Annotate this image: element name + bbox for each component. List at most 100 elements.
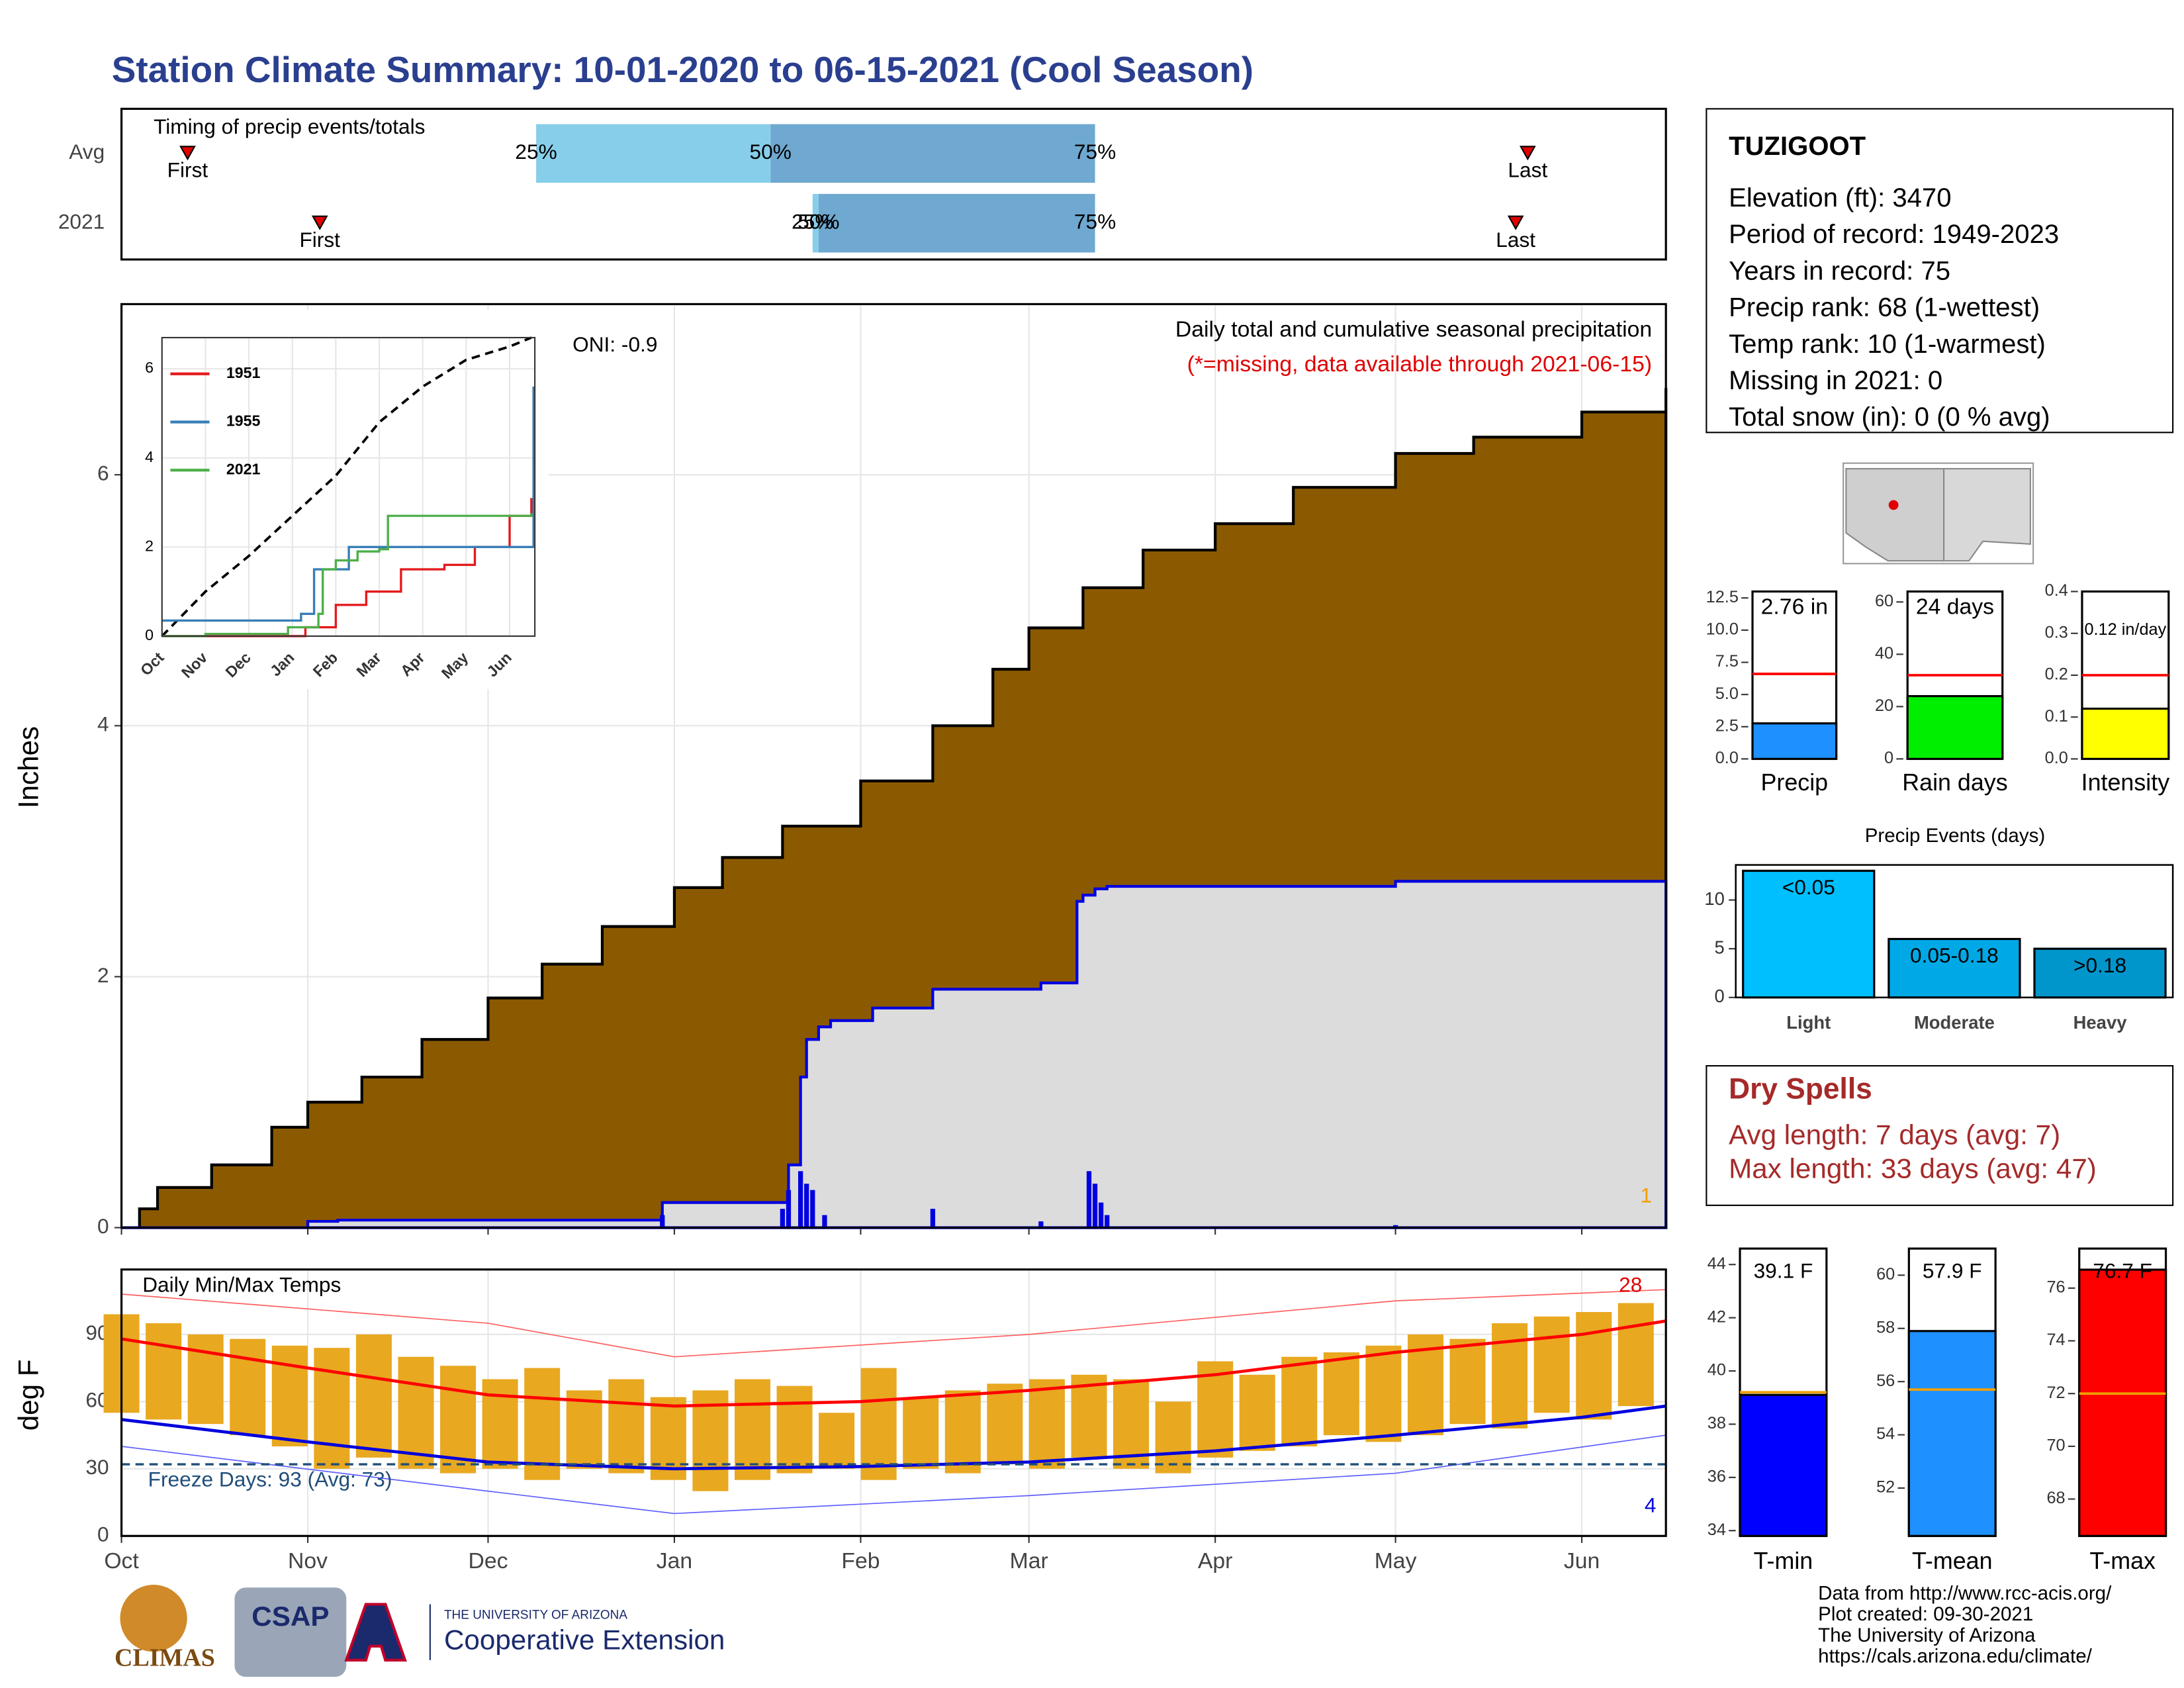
category-label: T-min [1754, 1548, 1813, 1574]
category-label: Rain days [1902, 769, 2007, 796]
temp-range-bar [1617, 1303, 1654, 1407]
station-line: Period of record: 1949-2023 [1729, 220, 2059, 249]
y-tick-label: 2 [145, 538, 154, 555]
y-tick-label: 0 [97, 1523, 109, 1546]
pct-label: 75% [1074, 140, 1116, 164]
gauge-bar [1906, 695, 2004, 761]
freeze-label: Freeze Days: 93 (Avg: 73) [148, 1468, 392, 1491]
marker-label: Last [1508, 158, 1547, 182]
temp-range-bar [440, 1366, 477, 1474]
y-tick-label: 68 [2046, 1489, 2065, 1507]
footer-line: https://cals.arizona.edu/climate/ [1818, 1645, 2092, 1667]
y-tick-label: 42 [1707, 1307, 1726, 1326]
gauge-bar [2081, 707, 2170, 761]
value-label: 2.76 in [1761, 594, 1828, 620]
page-title: Station Climate Summary: 10-01-2020 to 0… [112, 49, 1253, 90]
temp-range-bar [944, 1390, 981, 1474]
y-tick-label: 44 [1707, 1254, 1726, 1273]
temp-range-bar [650, 1397, 686, 1480]
daily-bar [1099, 1202, 1104, 1228]
value-label: 39.1 F [1754, 1258, 1813, 1282]
y-tick-label: 4 [97, 712, 109, 736]
y-tick-label: 74 [2046, 1331, 2065, 1349]
temp-range-bar [1071, 1374, 1107, 1458]
x-tick-label: Oct [104, 1548, 139, 1573]
y-tick-label: 7.5 [1715, 652, 1739, 671]
y-tick-label: 6 [145, 359, 154, 376]
avg-max-line [121, 1319, 1666, 1408]
station-line: Elevation (ft): 3470 [1729, 183, 1951, 212]
dry-spells-title: Dry Spells [1729, 1073, 1872, 1105]
footer-line: The University of Arizona [1818, 1624, 2036, 1646]
series-line [161, 513, 533, 637]
y-tick-label: 6 [97, 461, 109, 485]
station-line: Total snow (in): 0 (0 % avg) [1729, 402, 2050, 432]
dry-spells-box [1706, 1065, 2174, 1206]
temp-range-bar [355, 1334, 392, 1458]
y-tick-label: 40 [1875, 644, 1893, 663]
plot-frame [120, 1268, 1667, 1537]
value-label: 24 days [1916, 594, 1994, 620]
daily-bar [930, 1209, 936, 1228]
y-tick-label: 2 [97, 963, 109, 987]
bar-25-50 [536, 124, 771, 183]
bar-50-75 [770, 124, 1095, 183]
y-tick-label: 34 [1707, 1521, 1726, 1539]
temp-range-bar [1365, 1345, 1402, 1442]
pct-label: 50% [750, 140, 792, 164]
station-dot [1888, 500, 1899, 510]
y-tick-label: 0 [1884, 749, 1893, 767]
x-tick-label: Moderate [1914, 1012, 1995, 1033]
timing-marker [1507, 215, 1524, 230]
temp-range-bar [1323, 1352, 1359, 1436]
daily-bar [1086, 1171, 1092, 1228]
pct-label: 50% [797, 210, 839, 234]
rec-max-line [121, 1289, 1666, 1358]
x-tick-label: Mar [1010, 1548, 1048, 1573]
footer-line: Data from http://www.rcc-acis.org/ [1818, 1583, 2112, 1605]
footer-line: Plot created: 09-30-2021 [1818, 1603, 2033, 1625]
y-tick-label: 76 [2046, 1278, 2065, 1297]
value-label: <0.05 [1782, 875, 1835, 899]
y-tick-label: 12.5 [1706, 588, 1739, 606]
value-label: 0.12 in/day [2084, 620, 2166, 639]
rec-min-line [121, 1434, 1666, 1515]
timing-marker [179, 146, 196, 161]
temps-title: Daily Min/Max Temps [142, 1272, 341, 1296]
temp-range-bar [146, 1323, 182, 1420]
temp-range-bar [1449, 1338, 1486, 1425]
timing-title: Timing of precip events/totals [154, 115, 425, 138]
station-line: Years in record: 75 [1729, 256, 1950, 285]
y-axis-label: deg F [13, 1360, 44, 1431]
x-tick-label: Nov [288, 1548, 328, 1573]
bar [1742, 869, 1876, 999]
y-tick-label: 4 [145, 448, 154, 465]
y-tick-label: 0.1 [2045, 707, 2068, 726]
low-count: 4 [1645, 1493, 1657, 1517]
y-tick-label: 0.3 [2045, 623, 2068, 641]
temp-range-bar [398, 1356, 434, 1469]
temp-range-bar [692, 1390, 729, 1491]
bar [2033, 947, 2167, 999]
y-tick-label: 54 [1876, 1425, 1895, 1443]
temp-range-bar [1576, 1312, 1612, 1420]
precip-title: Daily total and cumulative seasonal prec… [1175, 316, 1652, 342]
value-label: 57.9 F [1923, 1258, 1982, 1282]
y-tick-label: 0.4 [2045, 581, 2068, 600]
y-tick-label: 56 [1876, 1372, 1895, 1390]
legend-label: 2021 [226, 460, 261, 477]
timing-marker [1520, 146, 1536, 161]
station-line: Temp rank: 10 (1-warmest) [1729, 330, 2046, 359]
locator-map [1843, 462, 2034, 565]
value-label: >0.18 [2073, 953, 2126, 977]
marker-label: First [167, 158, 208, 182]
y-tick-label: 60 [1875, 592, 1893, 610]
temp-range-bar [987, 1383, 1023, 1465]
logos [120, 1585, 431, 1677]
legend-label: 1951 [226, 364, 261, 381]
y-tick-label: 10 [1704, 888, 1725, 909]
station-line: Missing in 2021: 0 [1729, 366, 1942, 395]
marker-label: First [299, 228, 340, 252]
station-box [1706, 108, 2174, 434]
